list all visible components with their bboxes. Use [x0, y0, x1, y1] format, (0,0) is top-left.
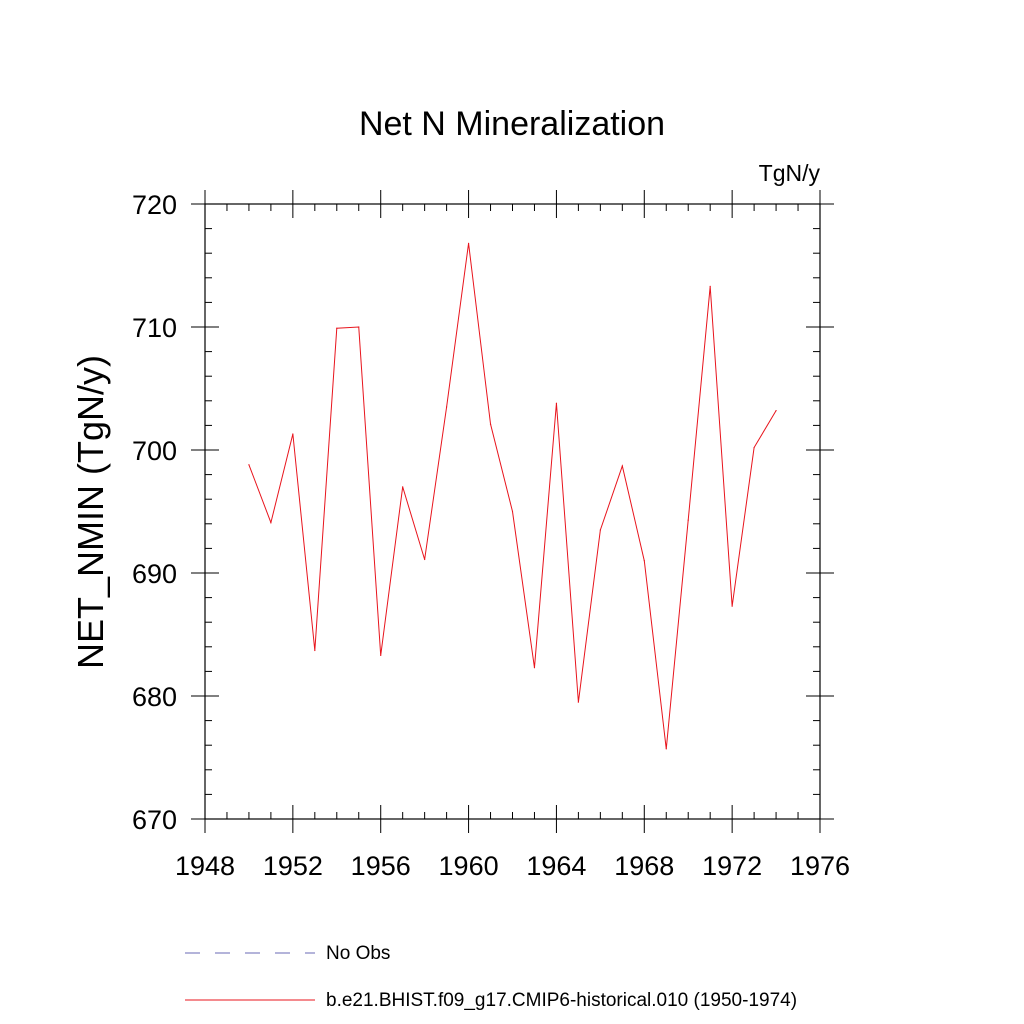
y-tick-label: 720 [132, 190, 177, 220]
data-point [577, 701, 579, 703]
data-point [511, 510, 514, 513]
data-point [665, 748, 667, 750]
plot-frame [204, 203, 821, 820]
y-tick-label: 710 [132, 313, 177, 343]
data-point [643, 560, 645, 562]
legend: No Obs b.e21.BHIST.f09_g17.CMIP6-histori… [185, 943, 797, 1011]
legend-label-historical-run: b.e21.BHIST.f09_g17.CMIP6-historical.010… [326, 990, 797, 1011]
axis-tick-labels: 1948 1952 1956 1960 1964 1968 1972 1976 670 680 69… [132, 190, 850, 881]
y-tick-label: 680 [132, 682, 177, 712]
series-line-0 [248, 243, 777, 749]
data-point [380, 654, 382, 657]
data-point [775, 410, 777, 412]
data-point [446, 406, 448, 408]
chart-title: Net N Mineralization [359, 105, 665, 143]
data-point [424, 558, 426, 561]
data-point [248, 464, 250, 466]
data-point [292, 433, 294, 435]
data-point [687, 519, 689, 521]
data-point [467, 242, 470, 244]
x-tick-label: 1976 [790, 851, 850, 881]
legend-label-no-obs: No Obs [326, 943, 390, 964]
data-point [489, 423, 492, 425]
y-tick-label: 690 [132, 559, 177, 589]
units-label: TgN/y [759, 160, 821, 186]
y-tick-label: 670 [132, 805, 177, 835]
x-tick-label: 1960 [439, 851, 499, 881]
data-point [336, 327, 338, 329]
data-point [533, 667, 536, 669]
x-tick-label: 1968 [614, 851, 674, 881]
data-point [402, 486, 404, 488]
data-point [599, 529, 601, 531]
data-point [270, 521, 272, 524]
data-point [753, 446, 755, 449]
data-point [731, 605, 733, 607]
x-tick-label: 1948 [175, 851, 235, 881]
data-point [555, 402, 558, 404]
x-tick-label: 1972 [702, 851, 762, 881]
x-tick-label: 1956 [351, 851, 411, 881]
data-point [314, 649, 316, 652]
y-axis-label: NET_NMIN (TgN/y) [70, 355, 111, 669]
series-layer [248, 242, 777, 750]
y-tick-label: 700 [132, 436, 177, 466]
data-point [709, 285, 711, 288]
x-tick-label: 1964 [526, 851, 586, 881]
data-point [358, 326, 360, 328]
x-tick-label: 1952 [263, 851, 323, 881]
data-point [621, 465, 623, 467]
